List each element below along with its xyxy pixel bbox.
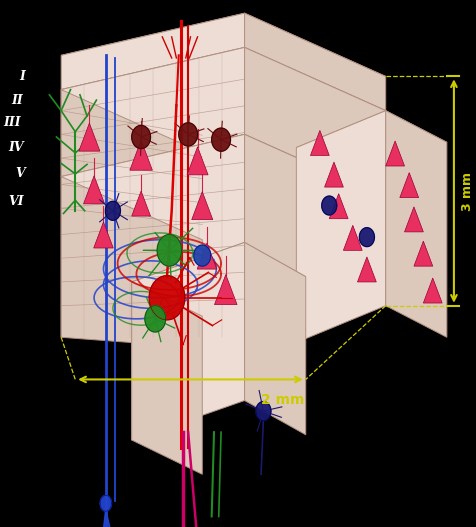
Polygon shape xyxy=(245,47,386,198)
Text: II: II xyxy=(12,94,23,106)
Polygon shape xyxy=(145,306,166,332)
Text: III: III xyxy=(4,116,21,129)
Polygon shape xyxy=(405,207,423,232)
Polygon shape xyxy=(132,242,245,440)
Polygon shape xyxy=(310,130,329,155)
Polygon shape xyxy=(61,134,386,240)
Polygon shape xyxy=(194,245,211,266)
Polygon shape xyxy=(132,191,150,216)
Polygon shape xyxy=(256,402,271,421)
Polygon shape xyxy=(215,275,237,305)
Polygon shape xyxy=(245,242,306,435)
Polygon shape xyxy=(61,134,245,337)
Polygon shape xyxy=(359,228,375,247)
Polygon shape xyxy=(61,13,386,119)
Polygon shape xyxy=(423,278,442,303)
Polygon shape xyxy=(94,222,113,248)
Polygon shape xyxy=(325,162,343,187)
Polygon shape xyxy=(297,111,447,179)
Polygon shape xyxy=(61,47,245,177)
Polygon shape xyxy=(192,192,213,220)
Polygon shape xyxy=(343,226,362,250)
Text: IV: IV xyxy=(9,141,24,154)
Polygon shape xyxy=(105,201,120,220)
Text: 2 mm: 2 mm xyxy=(260,393,304,407)
Text: I: I xyxy=(19,70,25,83)
Polygon shape xyxy=(212,128,230,151)
Polygon shape xyxy=(132,242,306,316)
Text: V: V xyxy=(16,168,25,180)
Polygon shape xyxy=(386,141,405,166)
Polygon shape xyxy=(179,123,198,146)
Polygon shape xyxy=(149,276,185,320)
Polygon shape xyxy=(100,495,111,511)
Polygon shape xyxy=(322,196,337,215)
Polygon shape xyxy=(357,257,377,282)
Polygon shape xyxy=(386,111,447,337)
Polygon shape xyxy=(414,241,433,266)
Polygon shape xyxy=(400,173,418,198)
Text: VI: VI xyxy=(9,195,24,208)
Polygon shape xyxy=(197,243,217,269)
Polygon shape xyxy=(61,90,202,240)
Polygon shape xyxy=(245,134,386,306)
Polygon shape xyxy=(130,140,152,170)
Polygon shape xyxy=(297,111,386,343)
Polygon shape xyxy=(79,123,100,151)
Polygon shape xyxy=(157,235,181,266)
Polygon shape xyxy=(245,13,386,111)
Polygon shape xyxy=(61,13,245,90)
Polygon shape xyxy=(132,125,150,149)
Polygon shape xyxy=(187,147,208,175)
Polygon shape xyxy=(61,47,386,153)
Polygon shape xyxy=(61,177,202,348)
Polygon shape xyxy=(84,176,105,204)
Polygon shape xyxy=(329,194,348,219)
Text: 3 mm: 3 mm xyxy=(461,171,474,211)
Polygon shape xyxy=(132,282,202,474)
